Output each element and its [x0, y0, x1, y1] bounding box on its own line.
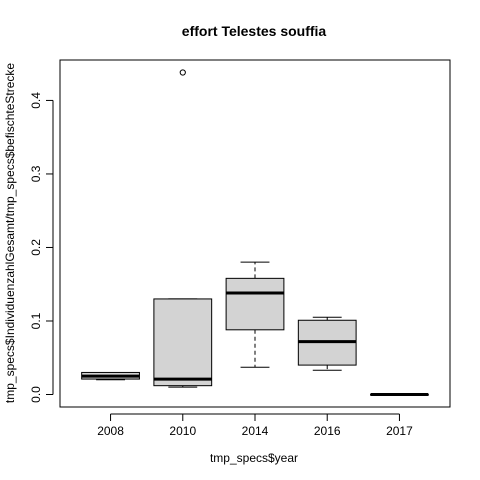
y-tick-label: 0.1 [29, 312, 43, 329]
y-tick-label: 0.0 [29, 386, 43, 403]
box-2008 [81, 371, 140, 381]
x-tick-label: 2014 [242, 424, 269, 438]
x-tick-label: 2010 [169, 424, 196, 438]
x-axis-label: tmp_specs$year [210, 451, 298, 465]
y-tick-label: 0.3 [29, 165, 43, 182]
boxes-group [81, 69, 429, 397]
box-iqr [225, 277, 285, 331]
x-axis: 2008 2010 2014 2016 2017 [97, 413, 413, 438]
box-2014 [225, 261, 285, 368]
box-iqr [153, 298, 213, 387]
y-axis: 0.0 0.1 0.2 0.3 0.4 [29, 92, 54, 403]
box-2017 [370, 393, 429, 397]
chart-title: effort Telestes souffia [182, 23, 327, 39]
y-tick-label: 0.4 [29, 92, 43, 109]
x-tick-label: 2016 [314, 424, 341, 438]
box-2016 [297, 316, 357, 371]
outlier-point [179, 69, 186, 76]
x-tick-label: 2017 [386, 424, 413, 438]
y-tick-label: 0.2 [29, 239, 43, 256]
x-tick-label: 2008 [97, 424, 124, 438]
box-2010 [153, 69, 213, 388]
y-axis-label: tmp_specs$IndividuenzahlGesamt/tmp_specs… [3, 63, 17, 404]
plot-frame [59, 59, 451, 408]
